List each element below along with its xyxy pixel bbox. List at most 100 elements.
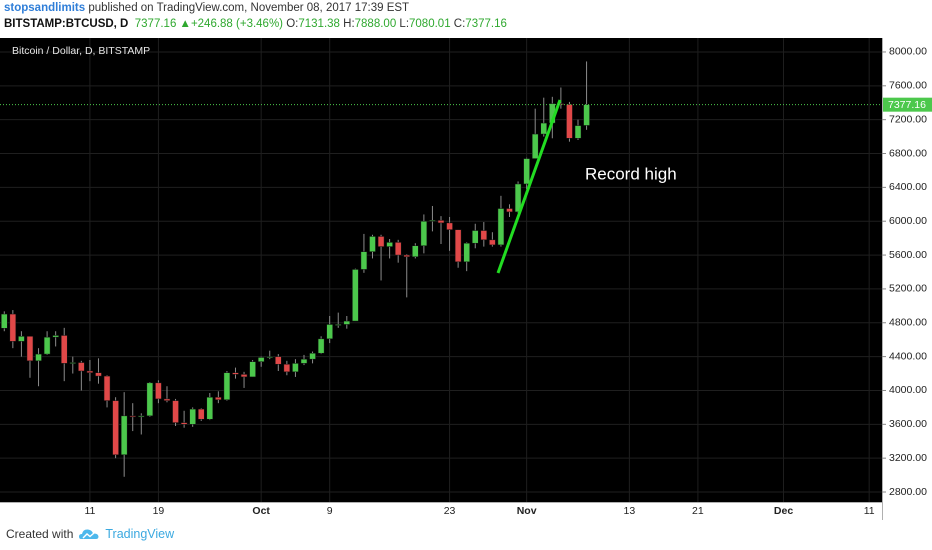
candle-body [377,236,385,247]
candle-body [360,251,368,270]
logo [79,529,99,539]
candle-body [497,208,505,246]
candle-body [69,362,77,364]
candle-body [309,352,316,360]
candle-body [283,363,291,373]
y-tick-label: 7200.00 [889,113,927,125]
candle-body [103,375,111,401]
y-tick-label: 4000.00 [889,384,927,396]
y-tick-label: 7600.00 [889,80,927,92]
x-tick-label: Oct [252,505,270,517]
brand[interactable]: TradingView [105,527,175,541]
candle-body [523,158,530,185]
candle-body [472,230,479,244]
candle-body [138,415,145,418]
candle-body [429,220,436,222]
candle-body [369,236,376,252]
candle-body [540,122,548,135]
candle-body [206,396,214,420]
candle-body [574,125,582,139]
annotation: Record high [585,164,677,183]
ohlc-value: 7377.16 [465,18,507,30]
user[interactable]: stopsandlimits [4,2,86,14]
candle-body [95,372,102,377]
y-tick-label: 5200.00 [889,283,927,295]
x-tick-label: 23 [444,505,456,517]
header: stopsandlimits published on TradingView.… [4,0,924,32]
change: +246.88 (+3.46%) [190,18,284,30]
candle-body [35,353,42,362]
candle-body [112,400,119,456]
y-tick-label: 5600.00 [889,249,927,261]
y-tick-label: 6800.00 [889,147,927,159]
candle-body [454,229,462,263]
y-tick-label: 4800.00 [889,317,927,329]
candle-body [43,336,51,355]
x-tick-label: 21 [692,505,704,517]
candle-body [232,372,239,375]
ohlc-label: H: [343,18,355,30]
x-tick-label: Nov [517,505,537,517]
last-price: 7377.16 [134,18,177,30]
candle-body [437,220,445,224]
candle-body [240,374,248,378]
candle-body [163,398,171,401]
y-tick-label: 6000.00 [889,215,927,227]
footer: Created with TradingView [6,527,174,541]
candle-body [463,242,470,263]
candle-body [300,358,308,364]
ohlc-value: 7888.00 [354,18,397,30]
candle-body [223,372,231,401]
candle-body [52,335,59,338]
candle-body [18,336,25,342]
plot-background [0,38,882,502]
candle-body [1,313,8,329]
ohlc-label: C: [453,18,466,30]
x-tick-label: 13 [624,505,636,517]
candle-body [317,338,325,354]
candle-body [215,396,222,401]
y-tick-label: 6400.00 [889,181,927,193]
candle-body [146,382,154,417]
candle-body [129,415,136,418]
candle-body [180,422,188,425]
ohlc-value: 7131.38 [298,18,340,30]
candle-body [26,336,34,362]
x-tick-label: 19 [153,505,165,517]
candle-body [189,408,196,425]
candle-body [566,104,573,139]
x-tick-label: 11 [84,505,95,517]
candle-body [120,415,128,456]
candle-body [514,183,522,213]
x-tick-label: Dec [774,505,793,517]
candle-body [78,362,85,372]
candle-body [86,370,94,373]
candle-body [386,242,393,247]
candle-body [60,335,68,364]
y-tick-label: 8000.00 [889,46,927,58]
candle-body [403,254,410,258]
x-tick-label: 11 [864,505,875,517]
candle-body [172,400,179,423]
candle-body [249,361,256,378]
symbol-line: BITSTAMP:BTCUSD, D 7377.16 ▲+246.88 (+3.… [4,16,924,32]
ohlc-value: 7080.01 [409,18,451,30]
y-tick-label: 2800.00 [889,486,927,498]
candle-body [506,208,513,213]
candle-body [489,239,496,246]
candle-body [583,104,590,126]
candle-body [480,230,488,241]
candle-body [394,242,402,256]
candle-body [197,408,205,420]
chart: Bitcoin / Dollar, D, BITSTAMP Record hig… [0,38,932,520]
ohlc-label: O: [286,18,299,30]
change-arrow: ▲ [179,18,191,30]
candle-body [343,320,351,325]
trend-line [496,99,562,274]
y-tick-label: 3200.00 [889,452,927,464]
chart-title: Bitcoin / Dollar, D, BITSTAMP [12,45,150,57]
publish-line: stopsandlimits published on TradingView.… [4,0,924,16]
candle-body [257,357,265,362]
last-price-label: 7377.16 [888,99,926,111]
